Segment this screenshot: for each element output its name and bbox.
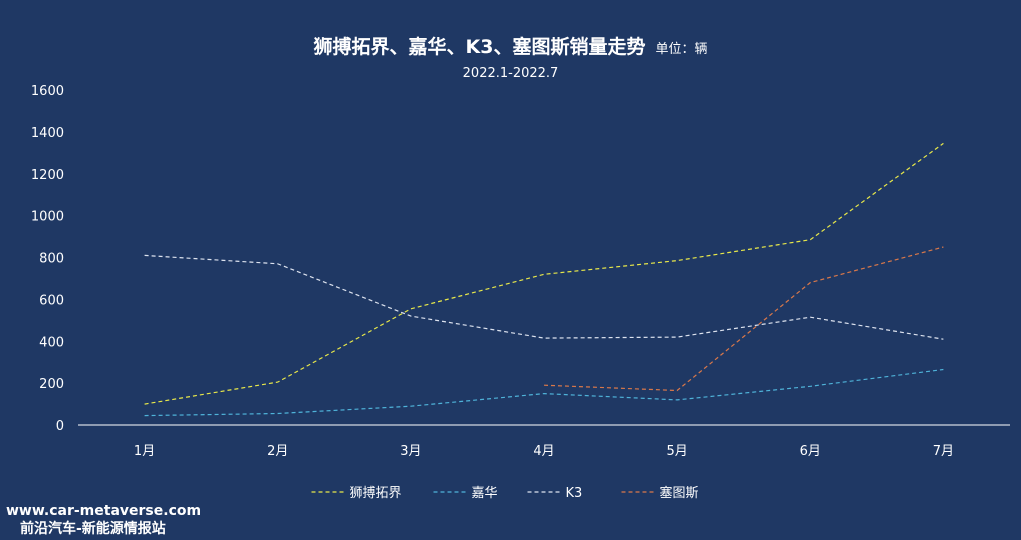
legend-label: 塞图斯 xyxy=(660,485,699,501)
watermark-url: www.car-metaverse.com xyxy=(6,503,202,519)
x-tick-label: 6月 xyxy=(800,444,821,459)
series-line-2 xyxy=(144,254,944,340)
y-tick-label: 1400 xyxy=(31,126,64,141)
series-line-1 xyxy=(144,368,944,417)
chart-subtitle: 2022.1-2022.7 xyxy=(462,66,559,81)
x-tick-label: 7月 xyxy=(933,444,954,459)
y-axis-ticks: 0 200 400 600 800 1000 1200 1400 1600 xyxy=(31,84,64,434)
series-line-3 xyxy=(543,246,944,392)
y-tick-label: 0 xyxy=(56,419,64,434)
x-tick-label: 5月 xyxy=(667,444,688,459)
chart-title: 狮搏拓界、嘉华、K3、塞图斯销量走势 xyxy=(313,36,646,58)
y-tick-label: 800 xyxy=(39,252,64,267)
legend-label: 嘉华 xyxy=(472,486,498,501)
y-tick-label: 400 xyxy=(39,335,64,350)
x-tick-label: 3月 xyxy=(400,444,421,459)
series-lines xyxy=(144,142,944,417)
legend: 狮搏拓界 嘉华 K3 塞图斯 xyxy=(311,485,699,501)
legend-label: K3 xyxy=(566,486,583,501)
legend-label: 狮搏拓界 xyxy=(350,485,402,501)
watermark: www.car-metaverse.com 前沿汽车-新能源情报站 xyxy=(6,502,201,538)
series-line-0 xyxy=(144,142,944,405)
unit-label: 单位：辆 xyxy=(655,42,708,57)
x-tick-label: 4月 xyxy=(533,444,554,459)
watermark-name: 前沿汽车-新能源情报站 xyxy=(20,521,166,537)
x-axis-ticks: 1月 2月 3月 4月 5月 6月 7月 xyxy=(134,444,954,459)
y-tick-label: 200 xyxy=(39,377,64,392)
x-tick-label: 1月 xyxy=(134,444,155,459)
y-tick-label: 1600 xyxy=(31,84,64,99)
y-tick-label: 1000 xyxy=(31,210,64,225)
y-tick-label: 1200 xyxy=(31,168,64,183)
chart-title-row: 狮搏拓界、嘉华、K3、塞图斯销量走势 单位：辆 xyxy=(0,32,1021,59)
y-tick-label: 600 xyxy=(39,293,64,308)
x-tick-label: 2月 xyxy=(267,444,288,459)
